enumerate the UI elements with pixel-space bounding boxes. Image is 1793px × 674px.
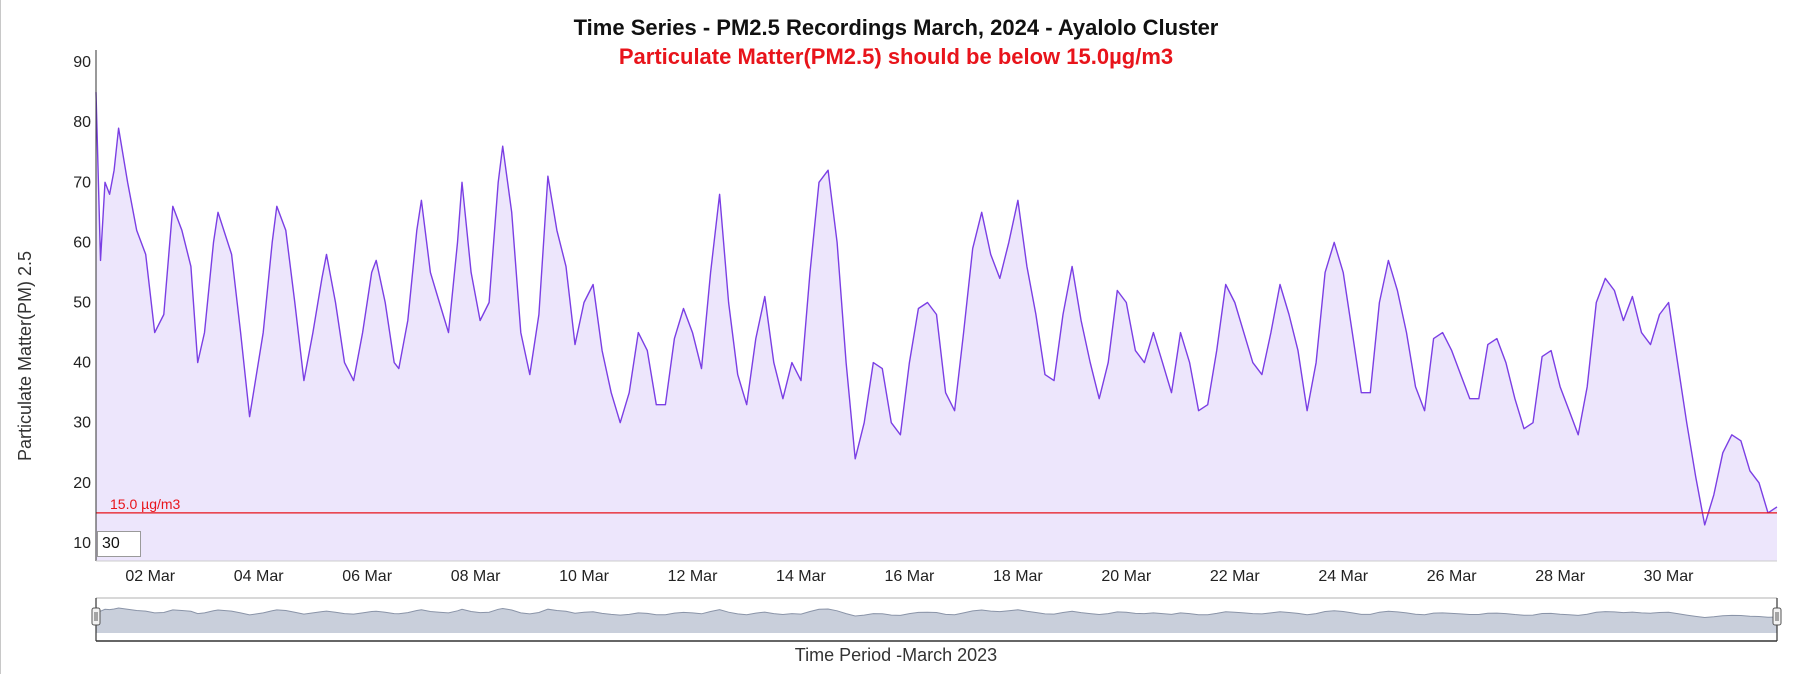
x-tick-label: 02 Mar bbox=[125, 568, 175, 585]
navigator-right-handle[interactable] bbox=[1772, 607, 1782, 626]
navigator-area bbox=[96, 607, 1777, 633]
y-tick-label: 40 bbox=[73, 355, 91, 372]
handle-body[interactable] bbox=[91, 607, 101, 626]
threshold-label: 15.0 µg/m3 bbox=[110, 496, 181, 512]
x-tick-label: 28 Mar bbox=[1535, 568, 1585, 585]
navigator-left-handle[interactable] bbox=[91, 607, 101, 626]
threshold-layer: 15.0 µg/m3 bbox=[96, 496, 1777, 514]
chart-title: Time Series - PM2.5 Recordings March, 20… bbox=[574, 15, 1219, 40]
y-tick-label: 30 bbox=[73, 415, 91, 432]
y-axis: 10 20 30 40 50 60 70 80 90 bbox=[73, 50, 97, 561]
x-tick-label: 04 Mar bbox=[234, 568, 284, 585]
x-tick-label: 18 Mar bbox=[993, 568, 1043, 585]
y-tick-label: 60 bbox=[73, 234, 91, 251]
x-axis: 02 Mar 04 Mar 06 Mar 08 Mar 10 Mar 12 Mar 14 M… bbox=[96, 560, 1777, 585]
x-axis-label: Time Period -March 2023 bbox=[795, 645, 997, 665]
navigator-line bbox=[95, 606, 1778, 619]
x-tick-label: 12 Mar bbox=[668, 568, 718, 585]
y-tick-label: 20 bbox=[73, 475, 91, 492]
x-tick-label: 14 Mar bbox=[776, 568, 826, 585]
chart-subtitle: Particulate Matter(PM2.5) should be belo… bbox=[619, 44, 1173, 69]
x-tick-label: 10 Mar bbox=[559, 568, 609, 585]
x-tick-label: 30 Mar bbox=[1644, 568, 1694, 585]
x-tick-label: 06 Mar bbox=[342, 568, 392, 585]
window-size-input[interactable]: 30 bbox=[97, 531, 141, 557]
y-tick-label: 50 bbox=[73, 294, 91, 311]
y-tick-label: 10 bbox=[73, 535, 91, 552]
y-tick-label: 90 bbox=[73, 54, 91, 71]
x-tick-label: 20 Mar bbox=[1101, 568, 1151, 585]
series-area-fill bbox=[96, 92, 1777, 561]
x-tick-label: 22 Mar bbox=[1210, 568, 1260, 585]
handle-body[interactable] bbox=[1772, 607, 1782, 626]
frame-border bbox=[0, 0, 1, 674]
x-tick-label: 24 Mar bbox=[1318, 568, 1368, 585]
y-tick-label: 80 bbox=[73, 114, 91, 131]
range-navigator[interactable] bbox=[91, 597, 1782, 642]
x-tick-label: 08 Mar bbox=[451, 568, 501, 585]
x-tick-label: 16 Mar bbox=[885, 568, 935, 585]
y-tick-label: 70 bbox=[73, 174, 91, 191]
series-line[interactable] bbox=[95, 92, 1778, 526]
plot-area[interactable] bbox=[95, 92, 1778, 561]
x-tick-label: 26 Mar bbox=[1427, 568, 1477, 585]
y-axis-label: Particulate Matter(PM) 2.5 bbox=[15, 251, 35, 461]
